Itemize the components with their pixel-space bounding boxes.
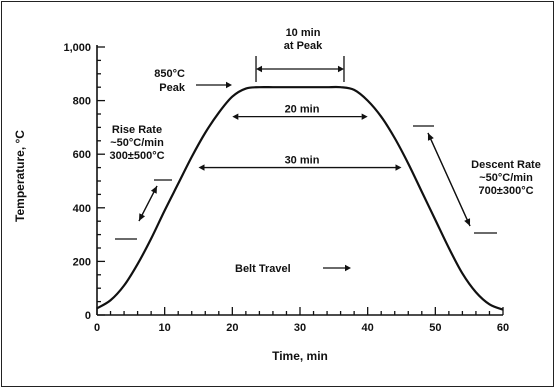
span-30-arrow-left [198,164,205,171]
x-tick-label: 0 [94,322,100,334]
span-20-arrow-left [232,113,239,120]
x-tick-label: 30 [294,322,306,334]
x-tick-label: 20 [226,322,238,334]
rise-rate-label-line-1: Rise Rate [112,124,162,136]
belt-travel-label: Belt Travel [235,263,291,275]
y-tick-label: 600 [73,149,91,161]
y-tick-label: 1,000 [63,42,91,54]
rise-rate-label-line-3: 300±500°C [109,150,164,162]
at-peak-arrow-right [337,65,344,73]
peak-arrow-head [226,81,232,89]
y-tick-label: 800 [73,96,91,108]
descent-arrow-down-shaft [427,132,471,227]
temperature-profile-line [96,85,504,311]
y-tick-label: 200 [73,256,91,268]
descent-arrow-down-head [464,218,471,226]
at-peak-arrow-left [256,65,263,73]
at-peak-label-line-1: 10 min [286,27,321,39]
x-axis-title: Time, min [272,349,328,363]
span-20-label: 20 min [285,104,320,116]
descent-rate-label-line-3: 700±300°C [478,185,533,197]
descent-rate-label-line-1: Descent Rate [471,159,541,171]
rise-rate-label-line-2: ~50°C/min [110,137,164,149]
peak-temp-label-line-2: Peak [159,82,186,94]
x-tick-label: 40 [362,322,374,334]
belt-travel-arrow-head [345,264,351,272]
rise-arrow-down-head [139,213,146,221]
span-20-arrow-right [361,113,368,120]
at-peak-label-line-2: at Peak [284,40,323,52]
y-tick-label: 400 [73,203,91,215]
y-tick-label: 0 [85,310,91,322]
x-tick-label: 50 [429,322,441,334]
y-axis-title: Temperature, °C [13,130,27,222]
x-tick-label: 60 [497,322,509,334]
span-30-label: 30 min [285,155,320,167]
descent-rate-label-line-2: ~50°C/min [479,172,533,184]
span-30-arrow-right [395,164,402,171]
x-tick-label: 10 [159,322,171,334]
peak-temp-label-line-1: 850°C [154,68,185,80]
